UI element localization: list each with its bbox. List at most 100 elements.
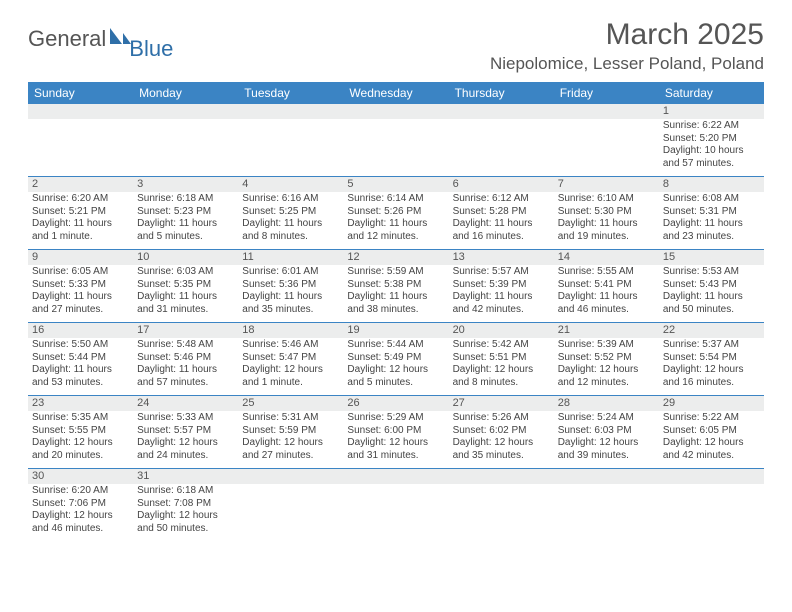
daylight-line1: Daylight: 11 hours: [32, 218, 129, 231]
day-cell: Sunrise: 6:05 AMSunset: 5:33 PMDaylight:…: [28, 265, 133, 322]
day-cell: Sunrise: 5:42 AMSunset: 5:51 PMDaylight:…: [449, 338, 554, 395]
daylight-line1: Daylight: 11 hours: [663, 218, 760, 231]
sunset-text: Sunset: 6:00 PM: [347, 425, 444, 438]
day-cell: Sunrise: 6:08 AMSunset: 5:31 PMDaylight:…: [659, 192, 764, 249]
day-cell: Sunrise: 5:39 AMSunset: 5:52 PMDaylight:…: [554, 338, 659, 395]
day-number: 10: [133, 250, 238, 265]
daylight-line1: Daylight: 10 hours: [663, 145, 760, 158]
sunset-text: Sunset: 5:54 PM: [663, 352, 760, 365]
day-number: 14: [554, 250, 659, 265]
daylight-line2: and 53 minutes.: [32, 377, 129, 390]
daylight-line2: and 57 minutes.: [137, 377, 234, 390]
daylight-line1: Daylight: 12 hours: [453, 364, 550, 377]
day-number: 29: [659, 396, 764, 411]
daylight-line2: and 27 minutes.: [32, 304, 129, 317]
sunset-text: Sunset: 5:43 PM: [663, 279, 760, 292]
sunset-text: Sunset: 5:41 PM: [558, 279, 655, 292]
week-row: Sunrise: 6:20 AMSunset: 7:06 PMDaylight:…: [28, 484, 764, 542]
daynum-bar: 9101112131415: [28, 250, 764, 265]
daylight-line1: Daylight: 11 hours: [32, 364, 129, 377]
weekday-thu: Thursday: [449, 82, 554, 104]
daylight-line2: and 42 minutes.: [453, 304, 550, 317]
day-cell: Sunrise: 6:22 AMSunset: 5:20 PMDaylight:…: [659, 119, 764, 176]
day-cell: Sunrise: 5:57 AMSunset: 5:39 PMDaylight:…: [449, 265, 554, 322]
daylight-line2: and 50 minutes.: [663, 304, 760, 317]
sunset-text: Sunset: 6:05 PM: [663, 425, 760, 438]
daylight-line1: Daylight: 11 hours: [242, 218, 339, 231]
sunrise-text: Sunrise: 5:24 AM: [558, 412, 655, 425]
day-cell-empty: [659, 484, 764, 542]
sunrise-text: Sunrise: 6:14 AM: [347, 193, 444, 206]
sunrise-text: Sunrise: 5:59 AM: [347, 266, 444, 279]
daylight-line1: Daylight: 11 hours: [558, 291, 655, 304]
daynum-bar: 3031: [28, 469, 764, 484]
day-cell: Sunrise: 5:55 AMSunset: 5:41 PMDaylight:…: [554, 265, 659, 322]
sunrise-text: Sunrise: 6:22 AM: [663, 120, 760, 133]
sunrise-text: Sunrise: 5:35 AM: [32, 412, 129, 425]
weeks-container: 1Sunrise: 6:22 AMSunset: 5:20 PMDaylight…: [28, 104, 764, 542]
sunset-text: Sunset: 5:46 PM: [137, 352, 234, 365]
sunrise-text: Sunrise: 5:29 AM: [347, 412, 444, 425]
sunrise-text: Sunrise: 5:22 AM: [663, 412, 760, 425]
day-cell: Sunrise: 5:33 AMSunset: 5:57 PMDaylight:…: [133, 411, 238, 468]
daylight-line2: and 8 minutes.: [453, 377, 550, 390]
day-number: 19: [343, 323, 448, 338]
sunset-text: Sunset: 5:25 PM: [242, 206, 339, 219]
title-block: March 2025 Niepolomice, Lesser Poland, P…: [490, 18, 764, 74]
day-number: [449, 469, 554, 484]
daylight-line1: Daylight: 11 hours: [137, 291, 234, 304]
daylight-line2: and 19 minutes.: [558, 231, 655, 244]
daylight-line2: and 1 minute.: [242, 377, 339, 390]
day-cell: Sunrise: 6:10 AMSunset: 5:30 PMDaylight:…: [554, 192, 659, 249]
day-cell: Sunrise: 5:35 AMSunset: 5:55 PMDaylight:…: [28, 411, 133, 468]
sunset-text: Sunset: 5:49 PM: [347, 352, 444, 365]
week-row: Sunrise: 5:35 AMSunset: 5:55 PMDaylight:…: [28, 411, 764, 469]
daynum-bar: 2345678: [28, 177, 764, 192]
daylight-line2: and 50 minutes.: [137, 523, 234, 536]
sunset-text: Sunset: 7:06 PM: [32, 498, 129, 511]
day-cell: Sunrise: 5:31 AMSunset: 5:59 PMDaylight:…: [238, 411, 343, 468]
day-cell: Sunrise: 5:48 AMSunset: 5:46 PMDaylight:…: [133, 338, 238, 395]
daylight-line1: Daylight: 11 hours: [347, 218, 444, 231]
daylight-line2: and 38 minutes.: [347, 304, 444, 317]
sunset-text: Sunset: 5:21 PM: [32, 206, 129, 219]
day-cell: Sunrise: 6:14 AMSunset: 5:26 PMDaylight:…: [343, 192, 448, 249]
weekday-fri: Friday: [554, 82, 659, 104]
day-cell-empty: [449, 119, 554, 176]
day-number: 27: [449, 396, 554, 411]
day-cell-empty: [28, 119, 133, 176]
sunset-text: Sunset: 5:36 PM: [242, 279, 339, 292]
day-number: [133, 104, 238, 119]
day-cell: Sunrise: 5:50 AMSunset: 5:44 PMDaylight:…: [28, 338, 133, 395]
sunrise-text: Sunrise: 6:20 AM: [32, 485, 129, 498]
sunrise-text: Sunrise: 5:50 AM: [32, 339, 129, 352]
daylight-line2: and 27 minutes.: [242, 450, 339, 463]
day-cell-empty: [238, 484, 343, 542]
day-cell: Sunrise: 6:20 AMSunset: 7:06 PMDaylight:…: [28, 484, 133, 542]
day-number: [659, 469, 764, 484]
sunrise-text: Sunrise: 5:57 AM: [453, 266, 550, 279]
sunset-text: Sunset: 5:26 PM: [347, 206, 444, 219]
daylight-line2: and 12 minutes.: [558, 377, 655, 390]
day-number: [343, 104, 448, 119]
daylight-line1: Daylight: 11 hours: [663, 291, 760, 304]
logo-text-1: General: [28, 26, 106, 52]
day-cell: Sunrise: 5:24 AMSunset: 6:03 PMDaylight:…: [554, 411, 659, 468]
day-cell-empty: [238, 119, 343, 176]
calendar-grid: Sunday Monday Tuesday Wednesday Thursday…: [28, 82, 764, 542]
sunrise-text: Sunrise: 5:31 AM: [242, 412, 339, 425]
day-number: 22: [659, 323, 764, 338]
sunrise-text: Sunrise: 5:53 AM: [663, 266, 760, 279]
day-cell: Sunrise: 5:59 AMSunset: 5:38 PMDaylight:…: [343, 265, 448, 322]
day-number: 31: [133, 469, 238, 484]
sunrise-text: Sunrise: 6:18 AM: [137, 193, 234, 206]
daylight-line1: Daylight: 12 hours: [242, 364, 339, 377]
daylight-line1: Daylight: 12 hours: [453, 437, 550, 450]
location: Niepolomice, Lesser Poland, Poland: [490, 54, 764, 74]
sunrise-text: Sunrise: 5:39 AM: [558, 339, 655, 352]
day-cell: Sunrise: 6:12 AMSunset: 5:28 PMDaylight:…: [449, 192, 554, 249]
day-cell-empty: [449, 484, 554, 542]
day-number: 12: [343, 250, 448, 265]
day-number: [554, 104, 659, 119]
day-number: [238, 469, 343, 484]
